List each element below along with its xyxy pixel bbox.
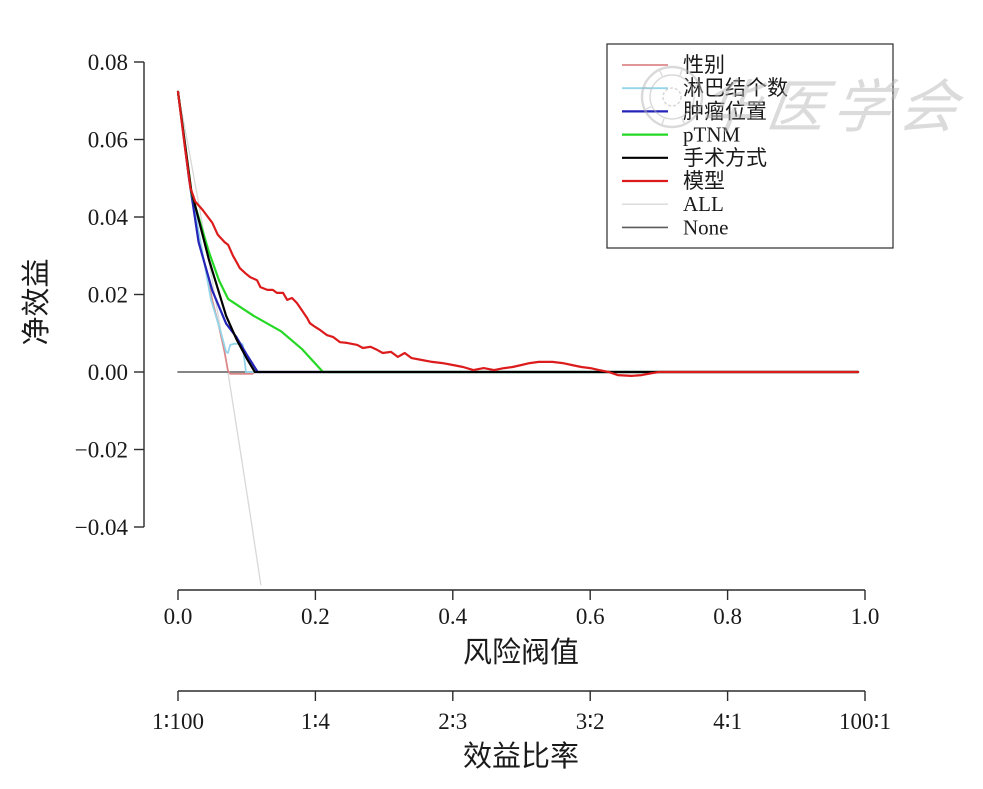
seal-core [662, 87, 682, 107]
x-axis-title: 风险阀值 [463, 636, 579, 669]
y-tick-label: 0.08 [88, 50, 128, 75]
x2-tick-label: 2∶3 [438, 709, 467, 734]
legend-item: 手术方式 [622, 146, 767, 170]
x-tick-label: 1.0 [851, 604, 880, 629]
x2-tick-label: 3∶2 [576, 709, 605, 734]
legend-label-lymph-node-count: 淋巴结个数 [683, 76, 788, 100]
x2-tick-label: 1∶4 [301, 709, 330, 734]
y-tick-label: −0.02 [75, 438, 128, 463]
y-tick-label: 0.00 [88, 360, 128, 385]
seal-mark [693, 104, 700, 108]
watermark-seal [640, 65, 704, 129]
legend-box [606, 43, 894, 249]
x-tick-label: 0.0 [164, 604, 193, 629]
seal-mark [645, 106, 652, 110]
seal-mark [659, 70, 663, 77]
x-tick-label: 0.2 [301, 604, 330, 629]
x2-tick-label: 100∶1 [839, 709, 891, 734]
series-line-model [176, 90, 860, 377]
seal-mark [661, 118, 665, 125]
seal-mark [644, 86, 651, 90]
y-tick-label: 0.06 [88, 128, 128, 153]
legend-item: ALL [622, 192, 724, 216]
legend-label-surgery-method: 手术方式 [683, 146, 767, 170]
seal-mark [681, 117, 685, 124]
seal-inner-circle [649, 74, 695, 120]
seal-outer-circle [640, 65, 704, 129]
series-line-lymph-node-count [177, 90, 859, 373]
x2-tick-label: 1∶100 [152, 709, 204, 734]
x-tick-label: 0.6 [576, 604, 605, 629]
y-tick-label: 0.02 [88, 283, 128, 308]
legend-item: None [622, 215, 729, 239]
legend-label-all: ALL [683, 192, 724, 216]
x-tick-label: 0.8 [713, 604, 742, 629]
y-tick-label: −0.04 [75, 515, 129, 540]
x2-axis-title: 效益比率 [463, 740, 579, 773]
y-axis-title: 净效益 [20, 258, 53, 345]
legend-label-model: 模型 [683, 169, 725, 193]
series-line-all [177, 91, 262, 586]
axes: 0.08 0.06 0.04 0.02 0.00 −0.02 −0.04 净效益 0.0 0.2 0… [20, 50, 891, 773]
series-lines [176, 90, 860, 586]
seal-mark [692, 84, 699, 88]
legend-label-ptnm: pTNM [683, 123, 740, 147]
x2-tick-label: 4∶1 [713, 709, 742, 734]
legend-label-tumor-location: 肿瘤位置 [683, 99, 767, 123]
legend-item: pTNM [622, 123, 740, 147]
x-tick-label: 0.4 [438, 604, 467, 629]
y-tick-label: 0.04 [88, 205, 129, 230]
series-line-tumor-location [176, 90, 860, 374]
legend-label-none: None [683, 215, 729, 239]
legend-item: 模型 [622, 169, 725, 193]
seal-mark [679, 69, 683, 76]
